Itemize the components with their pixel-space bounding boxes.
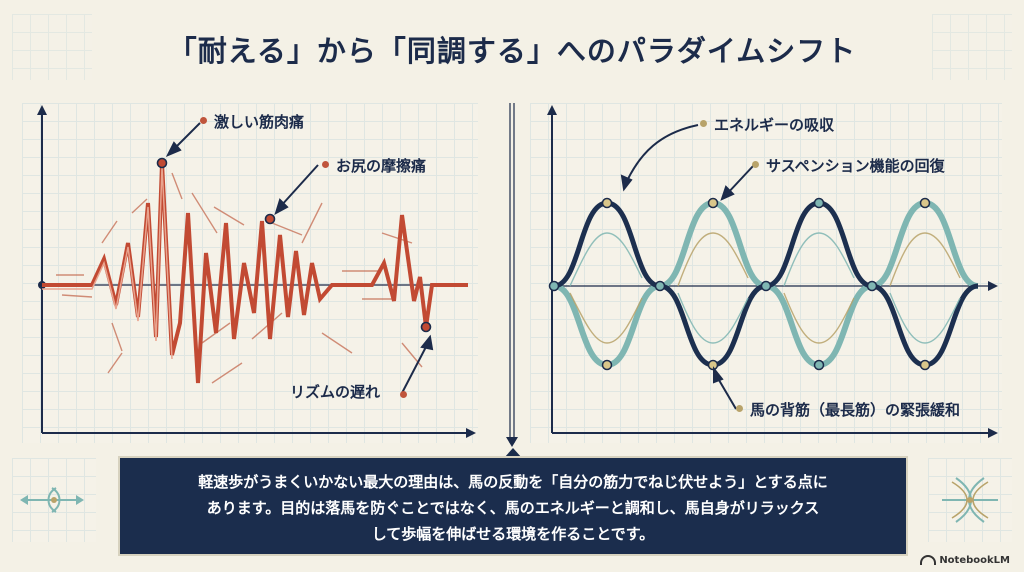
label-muscle-pain: 激しい筋肉痛 — [214, 113, 305, 131]
center-divider — [506, 103, 518, 447]
label-suspension-recovery: サスペンション機能の回復 — [766, 157, 945, 175]
message-box: 軽速歩がうまくいかない最大の理由は、馬の反動を「自分の筋力でねじ伏せよう」とする… — [118, 456, 908, 556]
x-axis-arrow — [988, 428, 998, 438]
chaotic-wave-shadow — [42, 166, 173, 360]
harmonic-wave-diagram — [547, 105, 998, 438]
label-dot-recovery — [752, 161, 759, 168]
brand-label: NotebookLM — [920, 555, 1010, 566]
message-pointer — [504, 448, 522, 458]
baseline-arrow — [988, 281, 998, 291]
message-line-3: して歩幅を伸ばせる環境を作ることです。 — [371, 525, 655, 543]
corner-grid-top-left — [12, 14, 92, 80]
label-dot-muscle — [200, 117, 207, 124]
trough-point-rhythm — [420, 321, 432, 333]
label-dot-relax — [736, 405, 743, 412]
right-callouts — [620, 124, 755, 410]
message-line-1: 軽速歩がうまくいかない最大の理由は、馬の反動を「自分の筋力でねじ伏せよう」とする… — [198, 473, 828, 491]
label-dot-rhythm — [400, 391, 407, 398]
corner-grid-top-right — [932, 14, 1012, 80]
inner-flow-arrows — [569, 232, 961, 344]
chaotic-wave-line — [42, 162, 468, 384]
label-energy-absorb: エネルギーの吸収 — [714, 116, 835, 134]
right-panel-harmonic: エネルギーの吸収 サスペンション機能の回復 馬の背筋（最長筋）の緊張緩和 — [530, 103, 1002, 443]
x-axis-arrow — [466, 428, 476, 438]
y-axis-arrow — [37, 105, 47, 115]
label-rhythm-delay: リズムの遅れ — [290, 383, 381, 401]
label-back-muscle-relax: 馬の背筋（最長筋）の緊張緩和 — [750, 401, 961, 419]
left-panel-chaotic: 激しい筋肉痛 お尻の摩擦痛 リズムの遅れ — [22, 103, 478, 443]
y-axis-arrow — [547, 105, 557, 115]
page-title: 「耐える」から「同調する」へのパラダイムシフト — [167, 34, 857, 68]
diverging-arrows-icon — [928, 458, 1012, 542]
peak-point-friction — [264, 213, 276, 225]
wave-points — [548, 197, 931, 371]
label-dot-friction — [322, 161, 329, 168]
brand-text: NotebookLM — [939, 555, 1010, 566]
peak-point-muscle — [156, 157, 168, 169]
label-dot-absorb — [700, 120, 707, 127]
left-callouts — [165, 122, 434, 394]
chaotic-wave-diagram — [37, 105, 476, 438]
notebooklm-icon — [920, 555, 937, 565]
converging-arrows-icon — [12, 458, 96, 542]
message-line-2: あります。目的は落馬を防ぐことではなく、馬のエネルギーと調和し、馬自身がリラック… — [206, 499, 820, 517]
label-friction-pain: お尻の摩擦痛 — [336, 157, 427, 175]
